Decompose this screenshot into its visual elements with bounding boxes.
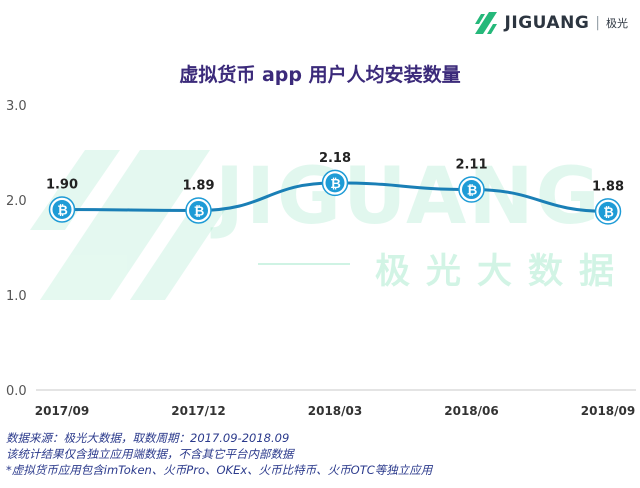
bitcoin-icon: ₿ [48, 196, 76, 223]
svg-text:₿: ₿ [57, 204, 68, 219]
watermark-text: JIGUANG [215, 152, 602, 242]
bitcoin-icon: ₿ [185, 197, 212, 224]
line-chart: 3.0 2.0 1.0 0.0 2017/09 2017/12 2018/03 2018/0… [6, 99, 636, 418]
y-tick-label: 2.0 [6, 194, 27, 209]
data-label: 2.18 [319, 151, 351, 166]
svg-text:₿: ₿ [467, 184, 478, 199]
bitcoin-icon: ₿ [594, 198, 622, 225]
chart-title: 虚拟货币 app 用户人均安装数量 [179, 64, 461, 86]
x-tick-label: 2018/03 [308, 404, 362, 418]
y-tick-label: 3.0 [6, 99, 27, 114]
watermark-text-cn: 极光大数据 [375, 252, 631, 292]
bitcoin-icon: ₿ [321, 169, 349, 197]
y-tick-label: 0.0 [6, 384, 27, 399]
data-label: 2.11 [455, 158, 487, 173]
x-tick-label: 2018/09 [581, 404, 635, 418]
data-label: 1.90 [46, 178, 78, 193]
svg-text:₿: ₿ [194, 204, 205, 219]
svg-text:₿: ₿ [603, 205, 614, 220]
data-label: 1.88 [592, 179, 624, 194]
jiguang-logo-icon [474, 12, 497, 34]
data-label: 1.89 [182, 178, 214, 193]
footnote-source: 数据来源：极光大数据，取数周期：2017.09-2018.09 [6, 431, 290, 445]
brand-separator: | [595, 15, 600, 31]
svg-text:₿: ₿ [330, 177, 341, 192]
footnote-definition: *虚拟货币应用包含imToken、火币Pro、OKEx、火币比特币、火币OTC等… [6, 463, 433, 477]
bitcoin-icon: ₿ [458, 176, 485, 203]
footnotes: 数据来源：极光大数据，取数周期：2017.09-2018.09 该统计结果仅含独… [6, 430, 432, 478]
watermark-logo [30, 150, 225, 300]
brand-logo: JIGUANG | 极光 [473, 10, 628, 36]
y-tick-label: 1.0 [6, 289, 27, 304]
x-tick-label: 2017/09 [35, 404, 89, 418]
brand-name-cn: 极光 [606, 17, 628, 30]
brand-name: JIGUANG [504, 13, 590, 33]
footnote-scope: 该统计结果仅含独立应用端数据，不含其它平台内部数据 [6, 447, 294, 461]
x-tick-label: 2018/06 [444, 404, 498, 418]
x-tick-label: 2017/12 [171, 404, 225, 418]
